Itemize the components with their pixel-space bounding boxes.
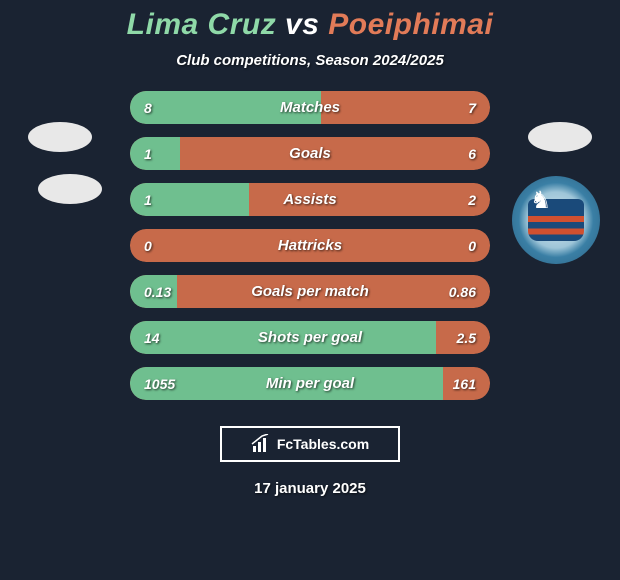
stat-label: Matches (130, 91, 490, 124)
title-vs: vs (285, 8, 319, 41)
player1-badge-bottom (38, 174, 102, 204)
stat-label: Goals per match (130, 275, 490, 308)
player1-name: Lima Cruz (127, 8, 277, 41)
stat-label: Shots per goal (130, 321, 490, 354)
stat-row: 12Assists (130, 183, 490, 216)
stats-container: 87Matches 16Goals 12Assists 00Hattricks 0.13… (130, 91, 490, 400)
stat-label: Goals (130, 137, 490, 170)
stat-row: 16Goals (130, 137, 490, 170)
date-text: 17 january 2025 (0, 480, 620, 497)
stat-row: 1055161Min per goal (130, 367, 490, 400)
brand-text: FcTables.com (277, 436, 369, 452)
stat-row: 00Hattricks (130, 229, 490, 262)
stat-label: Hattricks (130, 229, 490, 262)
crest-horse-icon: ♞ (530, 186, 552, 215)
content: Lima Cruz vs Poeiphimai Club competition… (0, 0, 620, 580)
subtitle: Club competitions, Season 2024/2025 (0, 52, 620, 69)
stat-row: 142.5Shots per goal (130, 321, 490, 354)
player2-club-crest: ♞ (512, 176, 600, 264)
stat-label: Assists (130, 183, 490, 216)
player2-name: Poeiphimai (328, 8, 493, 41)
stat-row: 87Matches (130, 91, 490, 124)
player2-badge-top (528, 122, 592, 152)
player1-badge-top (28, 122, 92, 152)
brand-box[interactable]: FcTables.com (220, 426, 400, 462)
page-title: Lima Cruz vs Poeiphimai (0, 8, 620, 42)
brand-chart-icon (251, 434, 271, 454)
stat-label: Min per goal (130, 367, 490, 400)
stat-row: 0.130.86Goals per match (130, 275, 490, 308)
